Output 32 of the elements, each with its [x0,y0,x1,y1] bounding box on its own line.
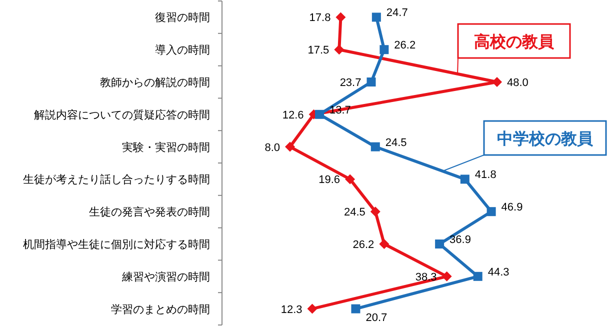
y-tick-label: 解説内容についての質疑応答の時間 [34,108,210,122]
data-label: 13.7 [329,104,351,116]
data-label: 46.9 [501,202,523,214]
y-tick-label: 机間指導や生徒に個別に対応する時間 [23,238,210,251]
data-label: 44.3 [488,266,510,278]
data-label: 26.2 [352,239,374,251]
data-label: 12.6 [282,109,304,122]
data-label: 19.6 [318,174,340,186]
y-tick-label: 生徒が考えたり話し合ったりする時間 [23,173,210,186]
data-label: 24.7 [386,7,408,20]
data-label: 36.9 [450,234,471,246]
text: 中学校の教員 [497,130,594,148]
y-tick-label: 導入の時間 [155,44,210,57]
y-tick-label: 実験・実習の時間 [122,140,210,154]
data-label: 48.0 [507,77,528,89]
data-label: 24.5 [385,136,407,149]
data-label: 23.7 [340,77,362,89]
y-tick-label: 復習の時間 [155,11,210,24]
data-label: 41.8 [474,169,496,182]
data-label: 38.3 [415,271,437,284]
data-label: 12.3 [280,304,302,316]
data-label: 17.5 [308,44,330,57]
data-label: 20.7 [366,312,388,324]
y-tick-label: 練習や演習の時間 [121,270,210,284]
data-label: 8.0 [264,142,280,154]
y-tick-label: 生徒の発言や発表の時間 [89,206,210,219]
data-label: 24.5 [344,206,366,219]
y-tick-label: 教師からの解説の時間 [100,76,210,89]
y-tick-label: 学習のまとめの時間 [111,302,210,316]
series-label: 高校の教員 [474,32,555,51]
data-label: 26.2 [394,40,416,52]
data-label: 17.8 [309,12,331,24]
